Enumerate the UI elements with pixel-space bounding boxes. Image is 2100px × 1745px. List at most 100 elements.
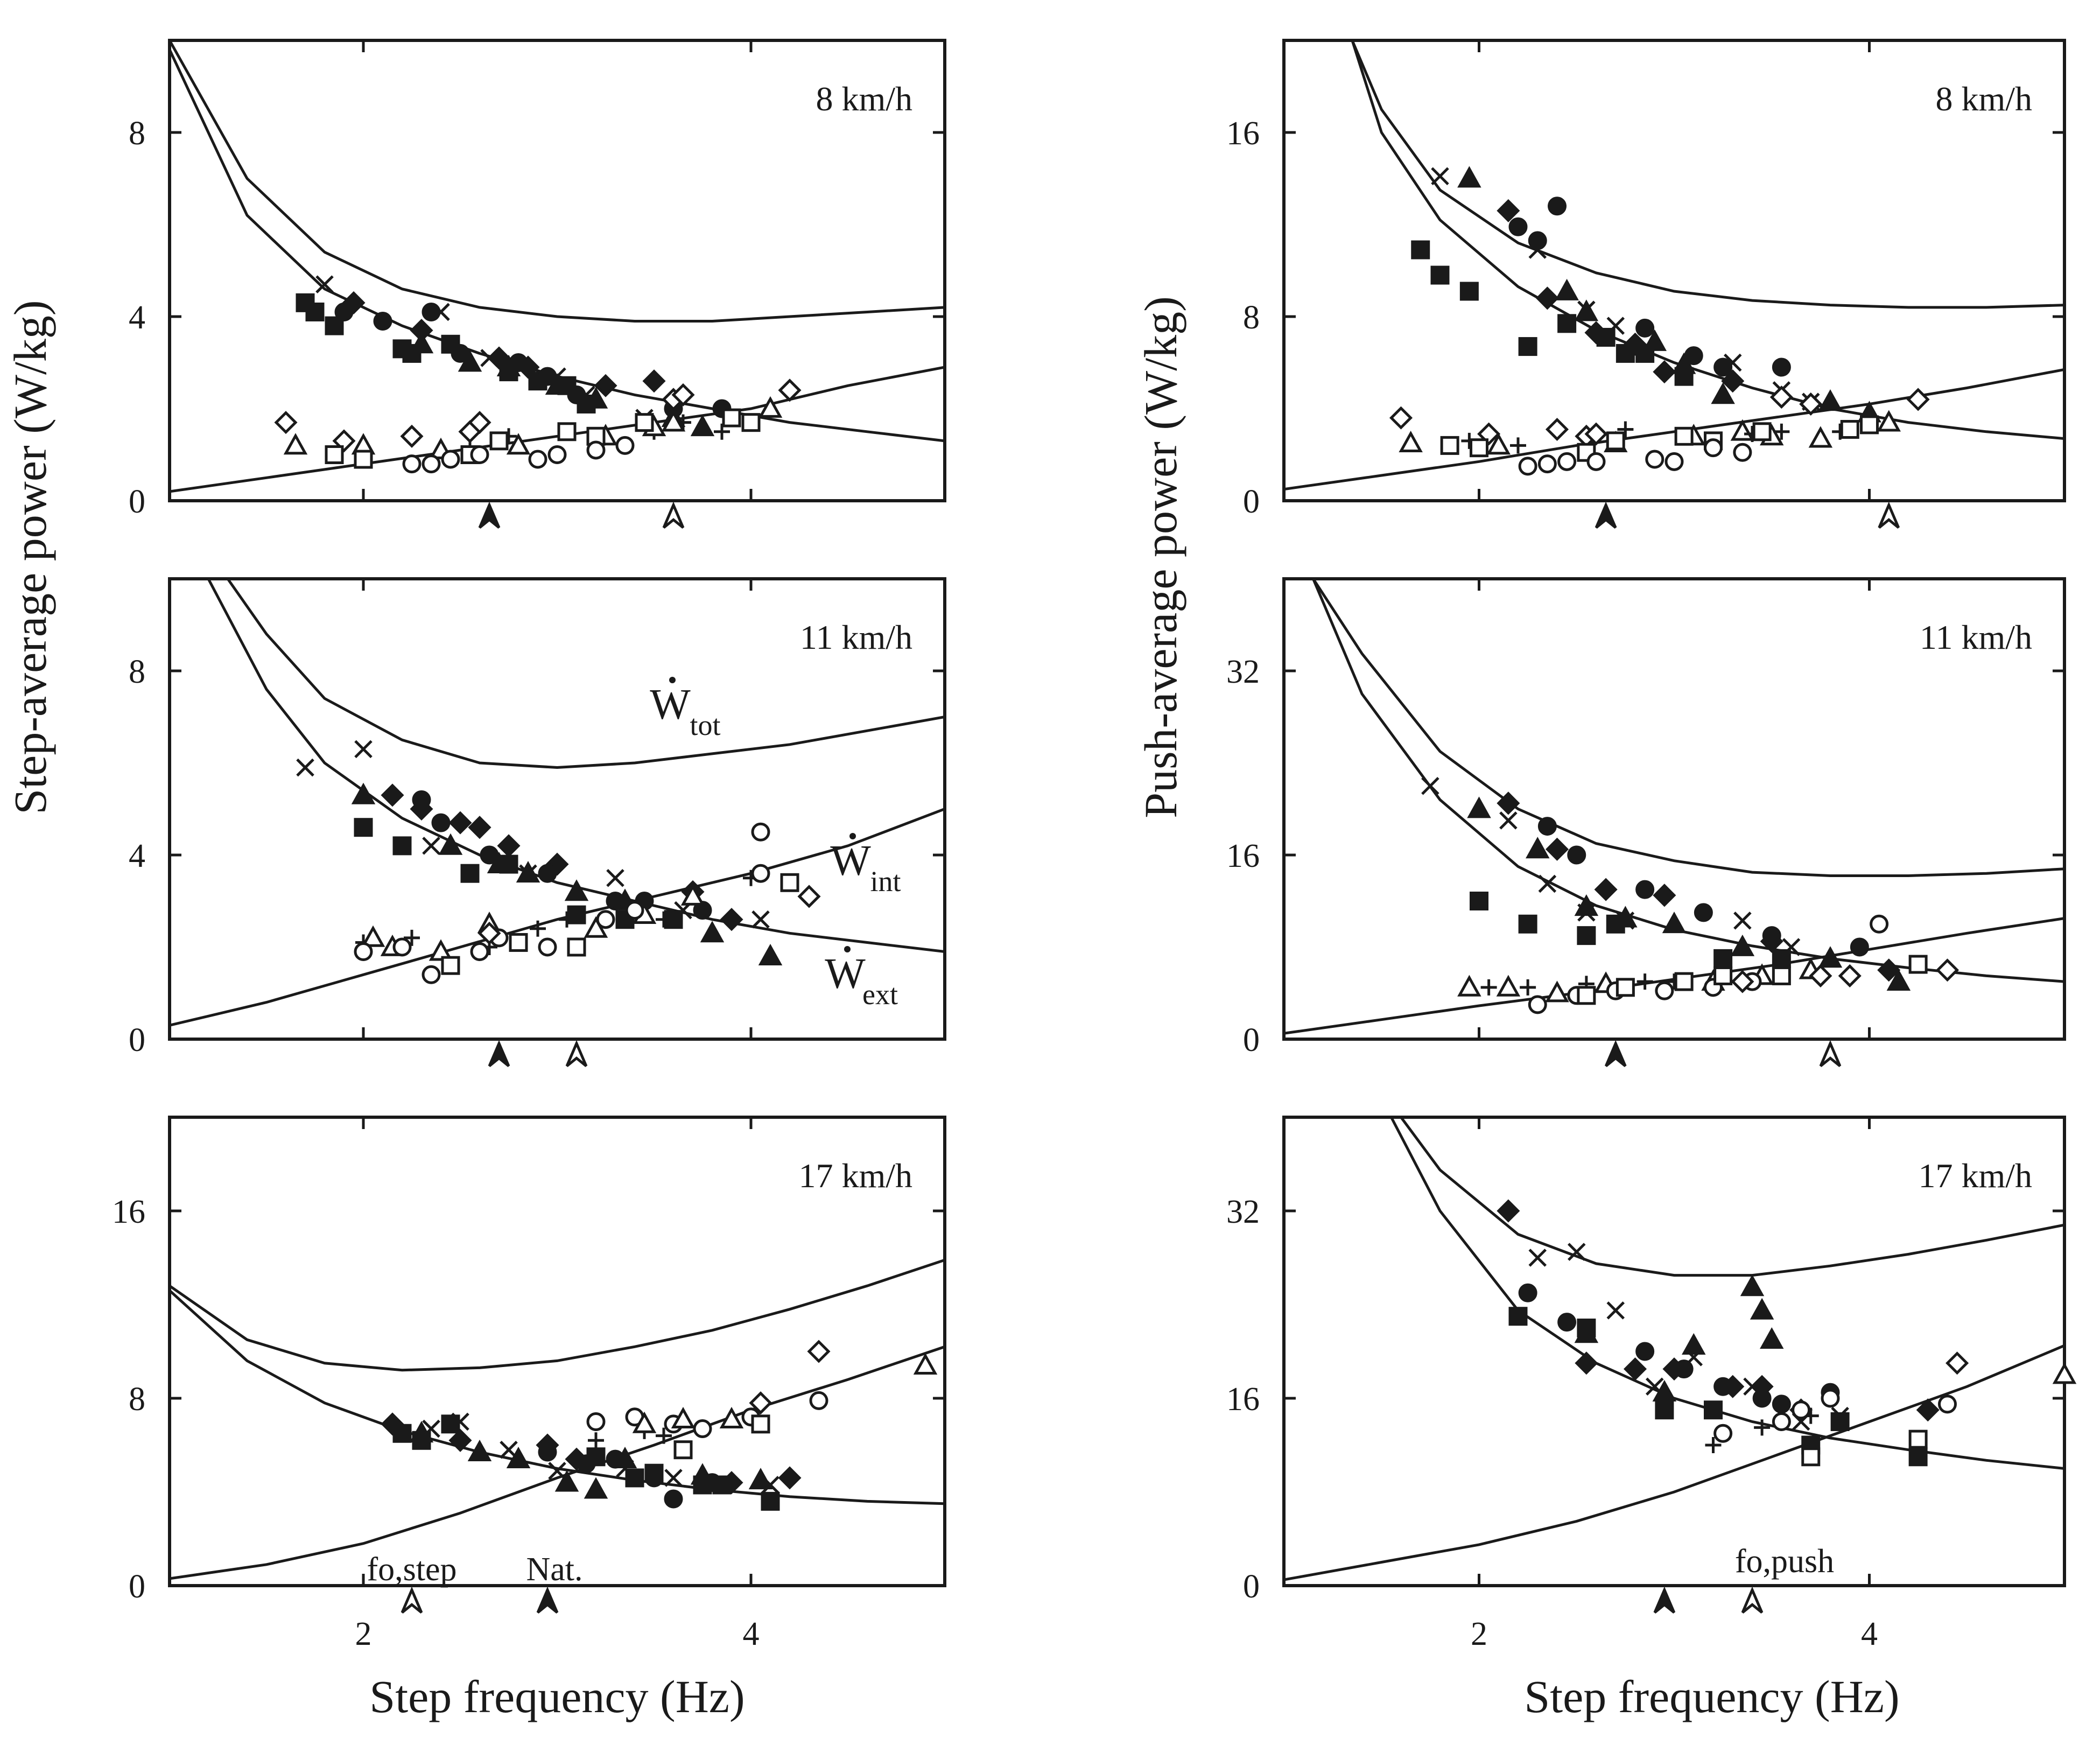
point-diamond-filled <box>1545 837 1569 861</box>
arrow-open <box>1741 1586 1764 1614</box>
dot-accent <box>849 833 856 839</box>
point-triangle-filled <box>748 1468 773 1490</box>
panel-right-8kmh: 0 8 16 8 km/h <box>1226 39 2066 529</box>
point-square-open <box>1470 438 1488 458</box>
point-triangle-filled <box>1682 1333 1706 1355</box>
point-triangle-filled <box>554 1470 579 1492</box>
point-square-open <box>722 408 741 428</box>
y-tick-label: 4 <box>129 838 145 874</box>
point-circle-filled <box>431 813 451 832</box>
y-tick-label: 16 <box>1226 115 1260 152</box>
point-cross <box>422 1419 440 1438</box>
panel-title: 8 km/h <box>816 80 912 118</box>
point-diamond-open <box>778 379 802 402</box>
point-circle-open <box>1586 452 1606 471</box>
point-plus <box>588 1432 604 1449</box>
point-diamond-filled <box>1594 878 1618 901</box>
point-diamond-open <box>671 383 695 407</box>
y-tick-label: 0 <box>129 483 145 520</box>
point-square-filled <box>761 1491 780 1511</box>
point-square-filled <box>1830 1412 1850 1431</box>
panel-title: 11 km/h <box>1920 618 2032 656</box>
point-triangle-filled <box>690 415 715 437</box>
svg-text:W: W <box>830 837 871 885</box>
point-diamond-filled <box>497 834 521 858</box>
point-triangle-open <box>719 1407 744 1429</box>
point-cross <box>1499 811 1518 830</box>
y-tick-label: 8 <box>1243 299 1260 336</box>
point-triangle-open <box>506 433 531 455</box>
point-circle-filled <box>480 845 499 865</box>
point-square-open <box>1674 426 1694 446</box>
curve-wint <box>1284 1344 2064 1581</box>
point-cross <box>548 1462 566 1480</box>
point-square-filled <box>460 864 480 883</box>
y-tick-label: 4 <box>129 299 145 336</box>
point-diamond-filled <box>1916 1398 1940 1422</box>
point-square-open <box>325 445 344 464</box>
point-square-filled <box>441 1414 460 1434</box>
point-circle-open <box>392 937 412 957</box>
point-diamond-filled <box>1497 791 1520 815</box>
point-circle-filled <box>1635 880 1655 899</box>
axes-frame <box>1282 39 2066 502</box>
point-circle-open <box>693 1419 712 1439</box>
ylabel-right: Push-average power (W/kg) <box>1135 296 1186 818</box>
y-tick-label: 32 <box>1226 654 1260 690</box>
y-tick-label: 8 <box>129 1381 145 1418</box>
point-triangle-open <box>1399 430 1423 453</box>
point-square-filled <box>392 836 412 856</box>
arrow-filled <box>1604 1040 1627 1067</box>
point-triangle-filled <box>1818 389 1843 411</box>
point-diamond-filled <box>1497 199 1520 222</box>
dot-accent <box>669 677 676 683</box>
point-square-open <box>1860 415 1879 435</box>
point-cross <box>548 367 566 386</box>
point-square-filled <box>1459 282 1479 301</box>
point-circle-filled <box>1772 358 1791 377</box>
point-triangle-filled <box>409 332 434 354</box>
point-triangle-filled <box>1574 299 1599 321</box>
y-tick-label: 16 <box>1226 838 1260 874</box>
point-circle-filled <box>1537 817 1557 836</box>
point-diamond-open <box>400 424 424 448</box>
annotation-label: fo,push <box>1735 1543 1834 1580</box>
point-circle-open <box>1821 1389 1840 1408</box>
point-diamond-filled <box>720 1471 743 1495</box>
point-circle-open <box>1733 443 1752 462</box>
point-circle-open <box>1938 1394 1957 1414</box>
point-square-open <box>741 413 761 432</box>
point-square-filled <box>1616 344 1635 363</box>
point-diamond-filled <box>381 783 404 807</box>
curve-wtot <box>170 40 945 323</box>
point-circle-filled <box>1772 1394 1791 1414</box>
panel-title: 17 km/h <box>1918 1157 2032 1195</box>
point-circle-open <box>1792 1400 1811 1420</box>
point-circle-filled <box>373 312 392 331</box>
point-circle-open <box>354 942 373 962</box>
point-triangle-filled <box>351 782 376 804</box>
point-diamond-filled <box>1877 958 1901 982</box>
point-circle-open <box>1664 452 1684 471</box>
point-triangle-open <box>361 925 385 947</box>
point-circle-open <box>586 440 606 460</box>
point-cross <box>1733 912 1752 930</box>
point-square-filled <box>499 854 518 874</box>
point-circle-open <box>1528 995 1547 1014</box>
point-plus <box>1754 1419 1771 1436</box>
svg-text:W: W <box>825 950 866 998</box>
point-circle-filled <box>1567 845 1586 865</box>
axes-frame <box>168 1116 946 1587</box>
point-cross <box>761 1476 779 1494</box>
point-triangle-open <box>913 1352 938 1375</box>
arrow-open <box>1878 501 1900 529</box>
point-circle-filled <box>1713 1377 1733 1396</box>
point-triangle-open <box>1496 975 1521 997</box>
axes-frame <box>1282 577 2066 1041</box>
point-triangle-filled <box>496 354 521 376</box>
point-cross <box>606 868 624 887</box>
